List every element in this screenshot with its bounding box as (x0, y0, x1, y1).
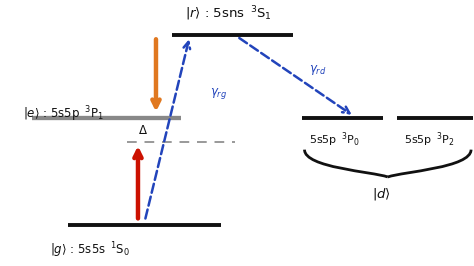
Text: $|g\rangle$ : 5s5s $\,^1$S$_0$: $|g\rangle$ : 5s5s $\,^1$S$_0$ (50, 241, 130, 260)
Text: $|e\rangle$ : 5s5p $\,^3$P$_1$: $|e\rangle$ : 5s5p $\,^3$P$_1$ (23, 105, 104, 124)
Text: $\gamma_{rg}$: $\gamma_{rg}$ (210, 86, 227, 101)
Text: 5s5p $\,^3$P$_0$: 5s5p $\,^3$P$_0$ (309, 130, 360, 149)
Text: $\gamma_{rd}$: $\gamma_{rd}$ (309, 63, 327, 77)
Text: 5s5p $\,^3$P$_2$: 5s5p $\,^3$P$_2$ (403, 130, 454, 149)
Text: $|r\rangle$ : 5sns $\,^3$S$_1$: $|r\rangle$ : 5sns $\,^3$S$_1$ (184, 5, 272, 23)
Text: $\Delta$: $\Delta$ (137, 124, 147, 138)
Text: $|d\rangle$: $|d\rangle$ (372, 186, 391, 202)
